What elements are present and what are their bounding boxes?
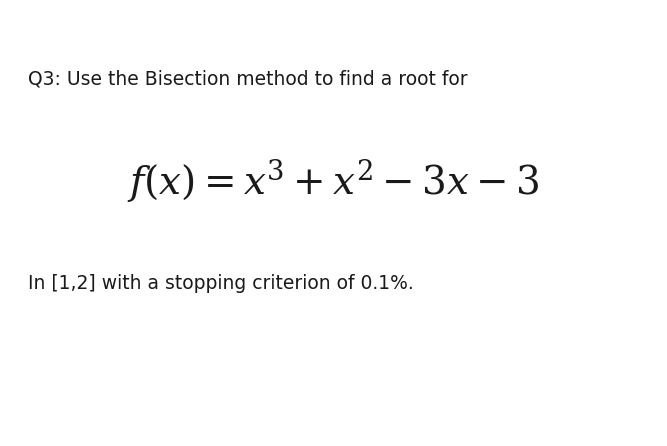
Text: In [1,2] with a stopping criterion of 0.1%.: In [1,2] with a stopping criterion of 0.… (28, 274, 414, 293)
Text: Q3: Use the Bisection method to find a root for: Q3: Use the Bisection method to find a r… (28, 69, 468, 88)
Text: $f(x) = x^3 + x^2 - 3x - 3$: $f(x) = x^3 + x^2 - 3x - 3$ (127, 157, 540, 204)
